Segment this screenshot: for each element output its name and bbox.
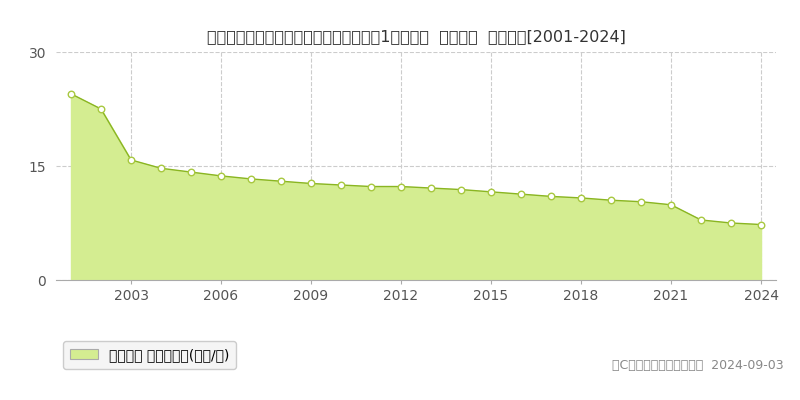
- Legend: 地価公示 平均嵪単価(万円/嵪): 地価公示 平均嵪単価(万円/嵪): [63, 341, 236, 369]
- Point: [754, 221, 767, 228]
- Point: [94, 106, 107, 112]
- Point: [425, 185, 438, 191]
- Point: [485, 189, 498, 195]
- Point: [545, 193, 558, 200]
- Point: [154, 165, 167, 172]
- Point: [605, 197, 618, 204]
- Point: [634, 198, 647, 205]
- Point: [185, 169, 198, 175]
- Point: [574, 195, 587, 201]
- Point: [305, 180, 318, 187]
- Point: [274, 178, 287, 184]
- Point: [694, 217, 707, 223]
- Title: 愛知県知多郡南知多町大字山海字荒布赆1２０番２  地価公示  地価推移[2001-2024]: 愛知県知多郡南知多町大字山海字荒布赆1２０番２ 地価公示 地価推移[2001-2…: [206, 29, 626, 44]
- Point: [365, 183, 378, 190]
- Point: [394, 183, 407, 190]
- Point: [725, 220, 738, 226]
- Point: [125, 157, 138, 163]
- Point: [245, 176, 258, 182]
- Text: （C）土地価格ドットコム  2024-09-03: （C）土地価格ドットコム 2024-09-03: [612, 359, 784, 372]
- Point: [65, 91, 78, 97]
- Point: [454, 186, 467, 193]
- Point: [665, 202, 678, 208]
- Point: [214, 173, 227, 179]
- Point: [514, 191, 527, 197]
- Point: [334, 182, 347, 188]
